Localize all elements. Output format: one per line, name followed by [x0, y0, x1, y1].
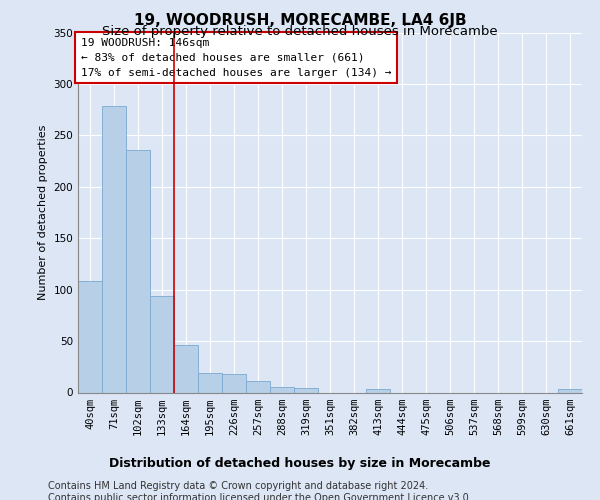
- Bar: [222, 374, 246, 392]
- Bar: [150, 296, 174, 392]
- Text: 19 WOODRUSH: 146sqm
← 83% of detached houses are smaller (661)
17% of semi-detac: 19 WOODRUSH: 146sqm ← 83% of detached ho…: [80, 38, 391, 78]
- Bar: [174, 345, 198, 393]
- Text: 19, WOODRUSH, MORECAMBE, LA4 6JB: 19, WOODRUSH, MORECAMBE, LA4 6JB: [134, 12, 466, 28]
- Text: Distribution of detached houses by size in Morecambe: Distribution of detached houses by size …: [109, 458, 491, 470]
- Bar: [102, 106, 126, 393]
- Bar: [78, 282, 102, 393]
- Text: Size of property relative to detached houses in Morecambe: Size of property relative to detached ho…: [102, 25, 498, 38]
- Bar: [126, 150, 150, 392]
- Bar: [366, 390, 390, 392]
- Bar: [558, 390, 582, 392]
- Bar: [246, 381, 270, 392]
- Y-axis label: Number of detached properties: Number of detached properties: [38, 125, 48, 300]
- Bar: [198, 373, 222, 392]
- Bar: [270, 388, 294, 392]
- Text: Contains HM Land Registry data © Crown copyright and database right 2024.
Contai: Contains HM Land Registry data © Crown c…: [48, 481, 472, 500]
- Bar: [294, 388, 318, 392]
